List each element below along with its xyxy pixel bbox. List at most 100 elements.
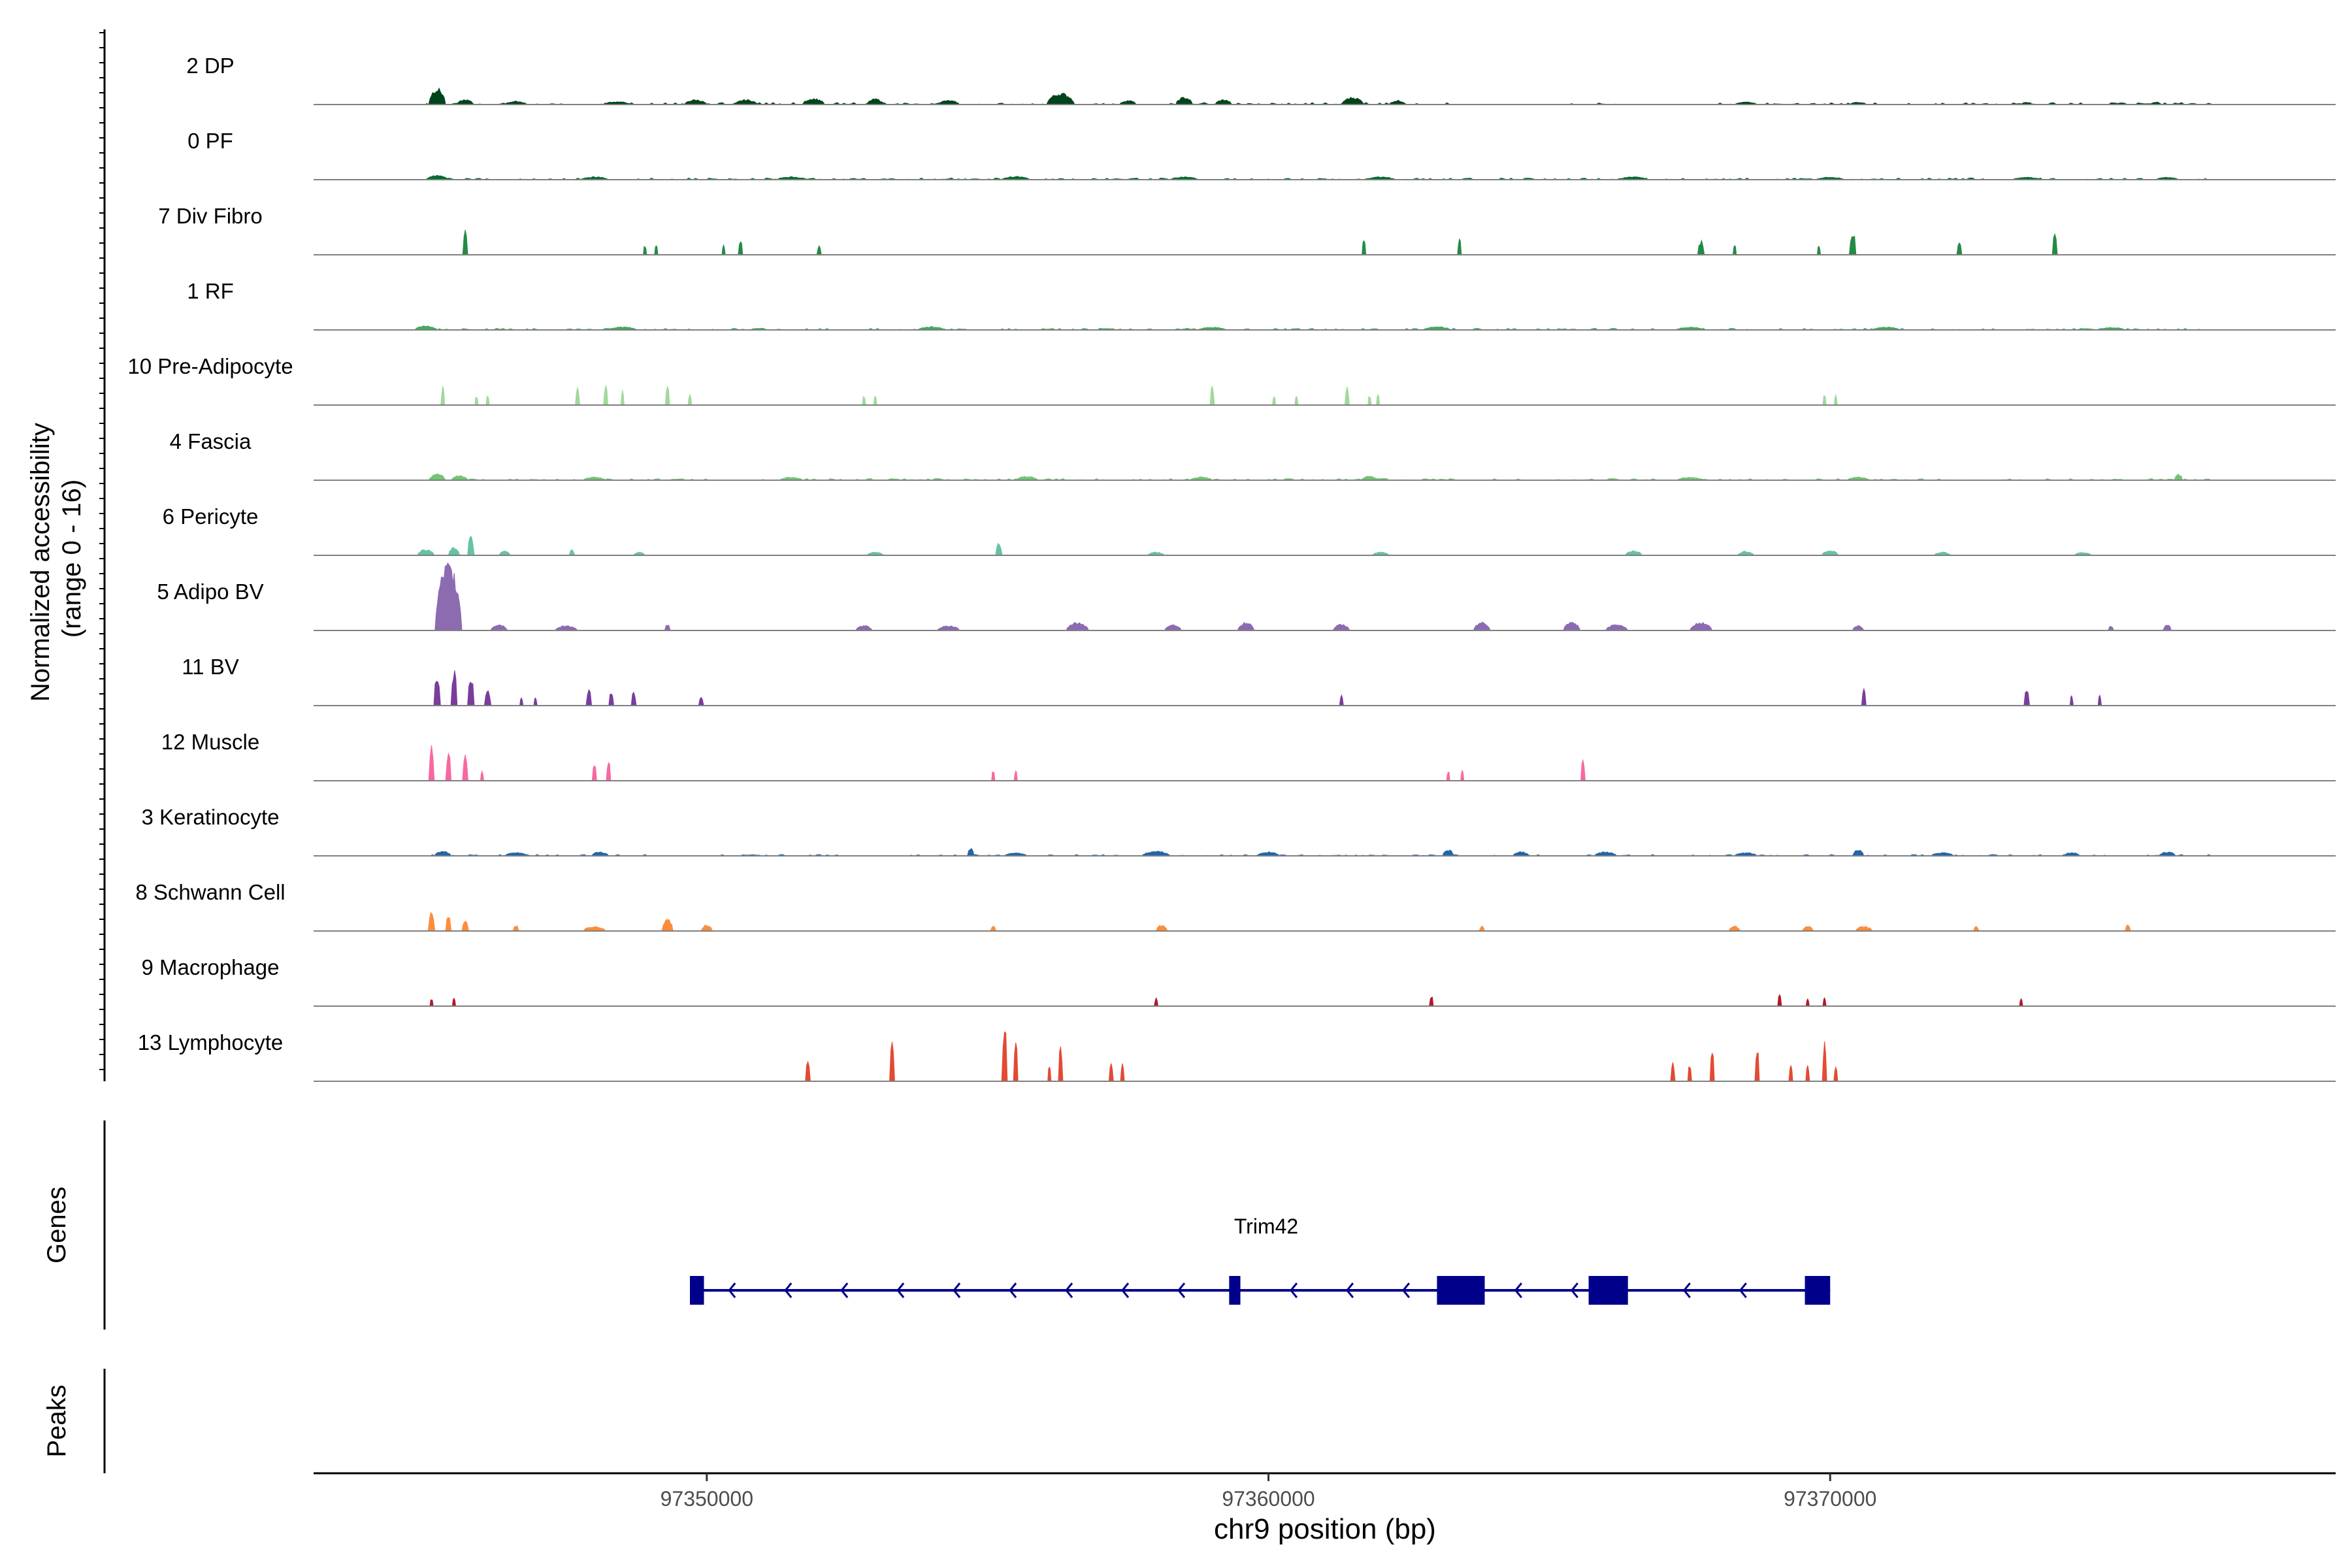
track-peak: [1271, 396, 1277, 406]
track-peak: [1215, 99, 1233, 105]
track-peak: [462, 755, 468, 781]
track-label: 2 DP: [186, 54, 234, 78]
track-peak: [2062, 852, 2082, 857]
strand-arrow: [1401, 1282, 1411, 1298]
track-peak: [620, 390, 625, 406]
track-peak: [779, 476, 804, 481]
track-peak: [1833, 393, 1838, 406]
track-peak: [936, 100, 960, 105]
track-peak: [1422, 326, 1452, 331]
track-peak: [1777, 994, 1782, 1007]
track-peak: [433, 851, 452, 857]
track-peak: [1108, 1063, 1114, 1082]
track-peak: [889, 1041, 895, 1082]
gene-exon: [1588, 1276, 1628, 1305]
track-10-pre-adipocyte: 10 Pre-Adipocyte: [127, 354, 2336, 406]
track-peak: [1848, 236, 1857, 255]
track-peak: [2051, 233, 2058, 255]
track-peak: [816, 244, 822, 255]
x-axis-tick-label: 97360000: [1222, 1487, 1315, 1511]
track-peak: [1852, 625, 1865, 631]
track-peak: [485, 395, 490, 406]
track-peak: [1119, 100, 1137, 105]
track-peak: [554, 625, 579, 631]
track-peak: [1341, 97, 1365, 105]
track-peak: [991, 772, 996, 781]
track-peak: [428, 473, 446, 481]
strand-arrow: [1345, 1282, 1354, 1298]
track-peak: [1972, 926, 1980, 932]
x-axis-ticks: 97350000 97360000 97370000: [661, 1473, 1876, 1511]
y-axis-ticks: [99, 32, 105, 1070]
track-peak: [1821, 550, 1840, 556]
strand-arrow: [728, 1282, 736, 1298]
track-peak: [632, 551, 646, 556]
track-peak: [1209, 385, 1215, 406]
track-2-dp: 2 DP: [186, 54, 2336, 105]
track-peak: [456, 99, 474, 105]
strand-arrow: [1514, 1282, 1522, 1298]
track-label: 5 Adipo BV: [157, 580, 263, 604]
track-peak: [1446, 772, 1450, 781]
gene-exon: [1229, 1276, 1241, 1305]
track-peak: [866, 551, 885, 556]
track-peak: [467, 536, 475, 556]
track-peak: [608, 693, 615, 706]
track-peak: [1580, 759, 1586, 781]
track-peak: [2162, 625, 2172, 631]
track-peak: [1852, 849, 1865, 857]
track-peak: [1732, 244, 1737, 255]
gene-exon: [1805, 1276, 1831, 1305]
track-peak: [776, 176, 807, 180]
track-peak: [683, 99, 708, 105]
track-peak: [1689, 621, 1713, 631]
track-peak: [936, 625, 960, 631]
strand-arrow: [1289, 1282, 1298, 1298]
track-peak: [1429, 996, 1434, 1007]
track-peak: [1046, 93, 1075, 105]
track-label: 10 Pre-Adipocyte: [127, 354, 293, 378]
track-0-pf: 0 PF: [188, 129, 2336, 180]
track-label: 6 Pericyte: [163, 504, 259, 529]
track-peak: [425, 174, 449, 180]
track-peak: [1457, 238, 1462, 255]
track-peak: [480, 770, 485, 781]
strand-arrow: [1570, 1282, 1578, 1298]
track-peak: [1360, 476, 1379, 481]
strand-arrow: [1739, 1282, 1747, 1298]
strand-arrow: [1121, 1282, 1130, 1298]
track-label: 12 Muscle: [161, 730, 259, 754]
track-peak: [568, 549, 576, 556]
track-peak: [1737, 551, 1756, 556]
track-peak: [440, 385, 446, 406]
track-peak: [1197, 327, 1227, 331]
track-peak: [1175, 97, 1194, 105]
track-peak: [664, 385, 670, 406]
strand-arrow: [1009, 1282, 1017, 1298]
track-peak: [1000, 176, 1031, 180]
track-peak: [1004, 852, 1028, 857]
track-peak: [1930, 852, 1955, 857]
track-peak: [467, 681, 475, 706]
track-peak: [967, 847, 975, 857]
track-peak: [1367, 396, 1372, 406]
track-peak: [1339, 694, 1344, 706]
track-9-macrophage: 9 Macrophage: [142, 955, 2336, 1007]
track-peak: [1058, 1046, 1064, 1082]
track-peak: [1362, 240, 1367, 255]
x-axis-label: chr9 position (bp): [1214, 1513, 1436, 1545]
track-peak: [664, 625, 671, 631]
track-peak: [434, 562, 463, 631]
track-peak: [802, 98, 826, 105]
track-peak: [2174, 474, 2183, 481]
track-peak: [489, 624, 508, 631]
track-peak: [2069, 694, 2074, 706]
track-label: 13 Lymphocyte: [138, 1030, 284, 1054]
track-peak: [428, 745, 435, 781]
track-peak: [1821, 1041, 1827, 1082]
peaks-panel-title: Peaks: [42, 1384, 71, 1457]
track-peak: [1120, 1063, 1125, 1082]
track-peak: [429, 999, 434, 1007]
strand-arrow: [896, 1282, 905, 1298]
gene-exon: [690, 1276, 704, 1305]
